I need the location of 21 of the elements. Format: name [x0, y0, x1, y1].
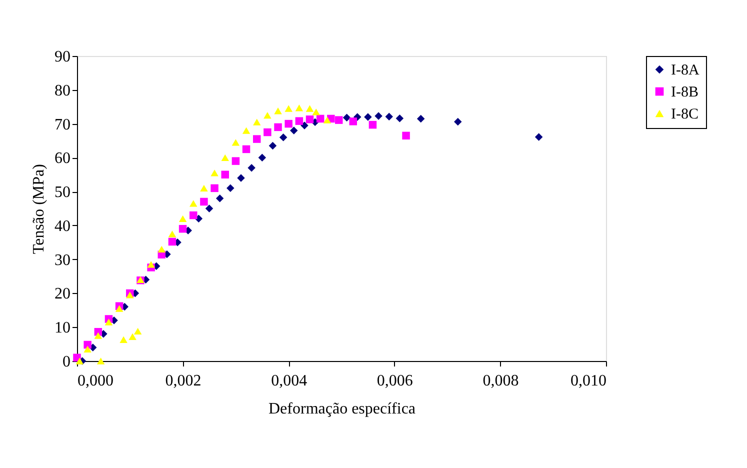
y-tick-label: 70	[54, 116, 70, 134]
x-tick-label: 0,010	[570, 372, 606, 390]
y-tick-label: 40	[54, 218, 70, 235]
y-tick-label: 30	[54, 252, 70, 269]
y-tick-label: 20	[54, 286, 70, 303]
x-tick-label: 0,002	[165, 372, 202, 390]
x-tick-label: 0,006	[376, 372, 413, 390]
legend-label: I-8B	[671, 84, 698, 100]
x-axis-title: Deformação específica	[268, 400, 416, 418]
y-tick-label: 50	[54, 184, 70, 202]
legend-label: I-8A	[671, 62, 700, 78]
y-tick-label: 0	[62, 354, 70, 370]
y-tick-label: 60	[54, 150, 70, 168]
x-tick-label: 0,000	[78, 372, 114, 390]
y-tick-label: 90	[54, 48, 70, 66]
y-axis-title: Tensão (MPa)	[30, 164, 48, 254]
x-tick-label: 0,004	[271, 372, 308, 390]
x-tick-label: 0,008	[482, 372, 519, 390]
y-tick-label: 80	[54, 82, 70, 100]
legend-label: I-8C	[671, 106, 698, 122]
y-tick-label: 10	[54, 320, 70, 337]
